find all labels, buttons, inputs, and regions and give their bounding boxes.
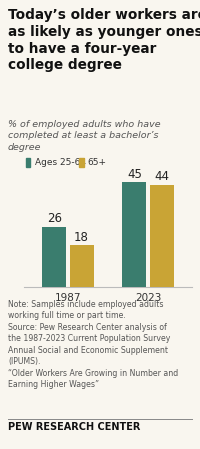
Bar (70, 246, 94, 287)
Bar (42, 227, 66, 287)
Bar (122, 182, 146, 287)
Text: 26: 26 (47, 212, 62, 225)
Text: Today’s older workers are
as likely as younger ones
to have a four-year
college : Today’s older workers are as likely as y… (8, 8, 200, 72)
Text: 18: 18 (74, 230, 89, 243)
Text: Ages 25-64: Ages 25-64 (35, 158, 86, 167)
Bar (79, 158, 84, 167)
Bar (26, 158, 30, 167)
Text: PEW RESEARCH CENTER: PEW RESEARCH CENTER (8, 422, 140, 432)
Text: Note: Samples include employed adults
working full time or part time.
Source: Pe: Note: Samples include employed adults wo… (8, 300, 178, 389)
Text: 65+: 65+ (88, 158, 107, 167)
Bar (150, 185, 174, 287)
Text: 44: 44 (154, 170, 169, 183)
Text: 45: 45 (127, 167, 142, 180)
Text: % of employed adults who have
completed at least a bachelor’s
degree: % of employed adults who have completed … (8, 120, 161, 152)
